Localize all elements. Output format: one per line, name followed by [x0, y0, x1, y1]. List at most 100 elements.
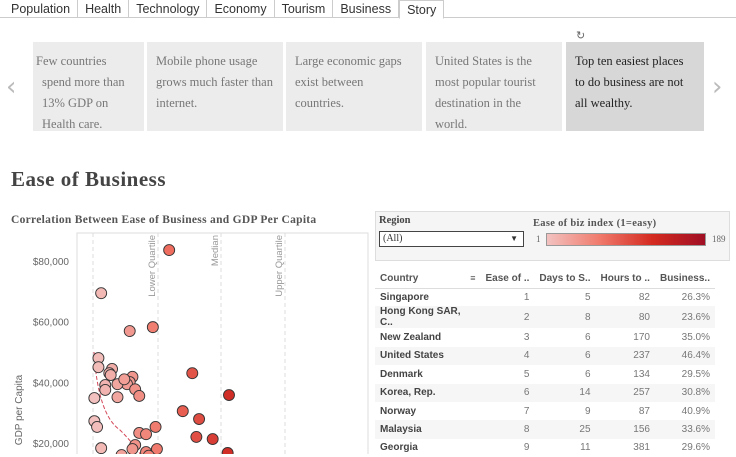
table-cell: 170 — [633, 332, 650, 344]
scatter-point — [123, 325, 136, 338]
scatter-point — [176, 405, 189, 418]
scatter-point — [126, 443, 139, 454]
tab-story[interactable]: Story — [399, 0, 445, 19]
scatter-point — [111, 391, 124, 404]
table-cell: 8 — [480, 420, 535, 439]
revert-icon[interactable]: ↻ — [576, 30, 586, 42]
scatter-point — [140, 428, 152, 441]
scatter-point — [115, 449, 128, 454]
table-cell: 87 — [638, 405, 650, 417]
story-point-4[interactable]: United States is the most popular touris… — [426, 42, 562, 131]
scatter-point — [133, 390, 146, 402]
table-cell: 9 — [523, 442, 530, 454]
scatter-point — [99, 383, 112, 396]
reference-line-label: Upper Quartile — [274, 235, 285, 297]
table-cell: 8 — [534, 306, 596, 329]
story-point-2[interactable]: Mobile phone usage grows much faster tha… — [147, 42, 283, 131]
column-header[interactable]: Country ≡ — [375, 269, 481, 289]
table-cell: 156 — [595, 420, 655, 439]
scatter-point — [190, 430, 203, 443]
region-dropdown[interactable]: (All) ▼ — [379, 231, 524, 247]
y-tick-label: $20,000 — [33, 439, 70, 450]
table-cell: 30.8% — [654, 383, 715, 402]
table-cell: 4 — [480, 346, 535, 366]
column-header[interactable]: Hours to .. — [595, 269, 655, 289]
scatter-point — [92, 361, 105, 374]
table-cell: 80 — [595, 306, 655, 329]
scatter-point — [221, 447, 234, 454]
tab-business[interactable]: Business — [333, 0, 400, 18]
scatter-point — [150, 443, 163, 454]
y-axis-label: GDP per Capita — [14, 374, 25, 445]
table-row[interactable]: New Zealand 3 6 170 35.0% — [375, 328, 715, 346]
table-row[interactable]: Malaysia 8 25 156 33.6% — [375, 420, 715, 439]
table-row[interactable]: United States 4 6 237 46.4% — [375, 346, 715, 366]
prev-arrow-icon[interactable]: ‹ — [6, 72, 17, 102]
column-header[interactable]: Business.. — [654, 269, 715, 289]
sort-icon[interactable]: ≡ — [470, 272, 476, 283]
scatter-point — [143, 449, 155, 454]
tab-tourism[interactable]: Tourism — [275, 0, 334, 18]
scatter-chart: Lower Quartile Median Upper Quartile $80,00… — [14, 232, 369, 454]
table-row[interactable]: Georgia 9 11 381 29.6% — [375, 439, 715, 457]
dropdown-caret-icon: ▼ — [510, 234, 518, 243]
story-point-1[interactable]: Few countries spend more than 13% GDP on… — [33, 42, 144, 131]
table-cell: Denmark — [380, 368, 423, 380]
table-cell: Malaysia — [375, 420, 481, 439]
scatter-point — [118, 373, 131, 386]
table-cell: Singapore — [380, 291, 429, 303]
next-arrow-icon[interactable]: › — [712, 72, 723, 102]
scatter-point — [206, 433, 219, 445]
table-cell: 5 — [523, 368, 530, 380]
tab-economy[interactable]: Economy — [207, 0, 275, 18]
story-point-3[interactable]: Large economic gaps exist between countr… — [286, 42, 422, 131]
scatter-point — [95, 442, 108, 454]
table-cell: 33.6% — [654, 420, 715, 439]
ease-table: Country ≡ Ease of .. Days to S.. Hours to .… — [375, 269, 715, 457]
tab-bar: Population Health Technology Economy Tourism… — [0, 0, 736, 19]
table-row[interactable]: Denmark 5 6 134 29.5% — [375, 365, 715, 383]
table-cell: New Zealand — [380, 332, 442, 344]
table-cell: 2 — [480, 306, 535, 329]
legend-min: 1 — [536, 234, 541, 244]
table-cell: 26.3% — [681, 291, 710, 303]
scatter-point — [193, 413, 206, 425]
table-cell: Korea, Rep. — [375, 383, 481, 402]
table-cell: 3 — [523, 332, 530, 344]
scatter-point — [95, 287, 108, 300]
table-row[interactable]: Korea, Rep. 6 14 257 30.8% — [375, 383, 715, 402]
scatter-point — [149, 420, 162, 433]
column-header[interactable]: Days to S.. — [534, 269, 596, 289]
table-cell: 134 — [633, 368, 650, 380]
region-value: (All) — [383, 233, 403, 244]
y-tick-label: $60,000 — [33, 318, 70, 329]
legend-max: 189 — [712, 234, 726, 244]
scatter-point — [223, 389, 235, 402]
table-cell: 46.4% — [654, 346, 715, 366]
column-header[interactable]: Ease of .. — [480, 269, 535, 289]
table-row[interactable]: Hong Kong SAR, C.. 2 8 80 23.6% — [375, 306, 715, 329]
table-cell: 14 — [534, 383, 596, 402]
story-point-5[interactable]: Top ten easiest places to do business ar… — [566, 42, 704, 131]
table-row[interactable]: Norway 7 9 87 40.9% — [375, 402, 715, 420]
table-cell: 6 — [584, 332, 591, 344]
table-cell: 381 — [633, 442, 650, 454]
scatter-point — [88, 392, 101, 405]
reference-line-label: Median — [210, 235, 221, 266]
table-cell: 1 — [523, 291, 530, 303]
table-row[interactable]: Singapore 1 5 82 26.3% — [375, 288, 715, 306]
y-tick-label: $80,000 — [33, 257, 70, 268]
table-cell: 237 — [595, 346, 655, 366]
legend-title: Ease of biz index (1=easy) — [533, 218, 657, 229]
table-cell: 6 — [584, 368, 591, 380]
tab-population[interactable]: Population — [4, 0, 79, 18]
tab-technology[interactable]: Technology — [129, 0, 208, 18]
color-legend-bar — [546, 233, 706, 246]
tab-health[interactable]: Health — [78, 0, 130, 18]
table-cell: 9 — [584, 405, 591, 417]
table-cell: 25 — [534, 420, 596, 439]
page-title: Ease of Business — [11, 167, 167, 191]
scatter-point — [104, 369, 117, 381]
filter-panel: Region (All) ▼ Ease of biz index (1=easy)… — [375, 211, 730, 261]
table-cell: 29.5% — [681, 368, 710, 380]
